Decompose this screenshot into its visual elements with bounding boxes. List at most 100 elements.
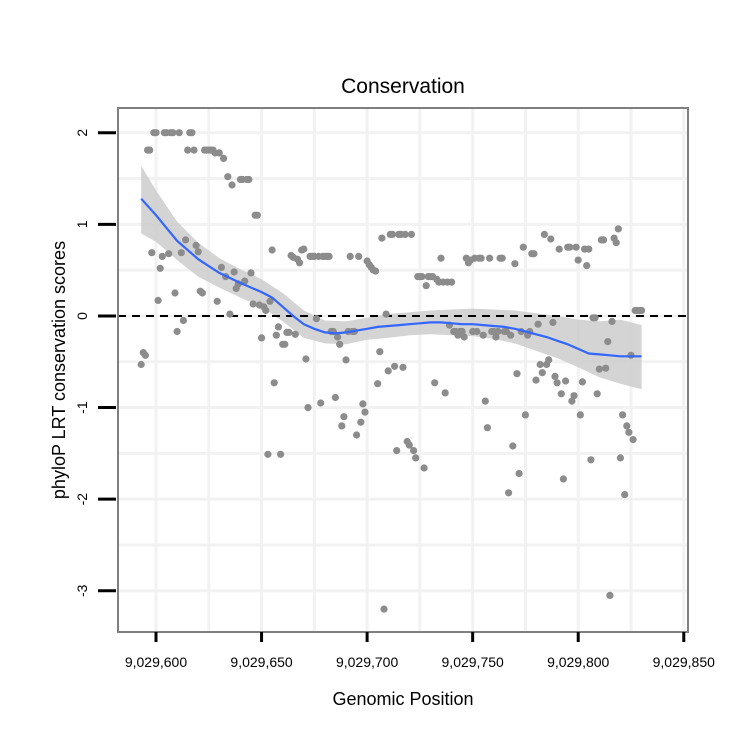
data-point bbox=[407, 230, 415, 238]
x-tick-label: 9,029,600 bbox=[125, 654, 187, 670]
data-point bbox=[591, 314, 599, 322]
data-point bbox=[194, 248, 202, 256]
data-point bbox=[604, 338, 612, 346]
y-axis: -3 -2 -1 0 1 2 bbox=[74, 129, 116, 597]
data-point bbox=[154, 296, 162, 304]
data-point bbox=[152, 129, 160, 137]
y-tick-label: -1 bbox=[74, 401, 90, 414]
x-tick-label: 9,029,850 bbox=[653, 654, 715, 670]
data-point bbox=[410, 447, 418, 455]
x-tick-label: 9,029,650 bbox=[230, 654, 292, 670]
data-point bbox=[268, 246, 276, 254]
data-point bbox=[173, 327, 181, 336]
data-point bbox=[583, 262, 591, 270]
confidence-band bbox=[141, 165, 642, 390]
data-point bbox=[623, 422, 631, 430]
data-point bbox=[165, 250, 173, 258]
data-point bbox=[431, 379, 439, 387]
data-point bbox=[331, 393, 339, 402]
data-point bbox=[486, 254, 494, 262]
data-point bbox=[346, 252, 354, 260]
data-point bbox=[519, 243, 527, 251]
data-point bbox=[245, 175, 253, 184]
data-point bbox=[602, 364, 610, 372]
data-point bbox=[505, 489, 513, 497]
data-point bbox=[587, 456, 595, 464]
data-point bbox=[545, 356, 553, 364]
x-axis: 9,029,600 9,029,650 9,029,700 9,029,750 9,02… bbox=[125, 632, 715, 670]
data-point bbox=[606, 591, 614, 600]
y-tick-label: 0 bbox=[74, 312, 90, 320]
data-point bbox=[215, 149, 223, 157]
data-point bbox=[600, 236, 608, 244]
data-point bbox=[555, 245, 563, 253]
data-point bbox=[285, 328, 293, 336]
data-point bbox=[593, 390, 601, 398]
data-point bbox=[574, 256, 582, 264]
data-point bbox=[272, 331, 280, 339]
data-point bbox=[372, 267, 380, 275]
data-point bbox=[228, 181, 236, 189]
data-point bbox=[302, 355, 310, 363]
data-point bbox=[540, 230, 549, 238]
data-point bbox=[559, 475, 568, 483]
data-point bbox=[378, 234, 386, 242]
data-point bbox=[312, 315, 320, 323]
data-point bbox=[612, 239, 620, 247]
data-point bbox=[340, 413, 348, 421]
data-point bbox=[274, 323, 282, 331]
data-point bbox=[304, 404, 312, 412]
data-point bbox=[638, 306, 646, 315]
data-point bbox=[262, 306, 270, 315]
data-point bbox=[224, 173, 232, 181]
data-point bbox=[382, 310, 390, 318]
data-point bbox=[198, 289, 206, 297]
data-point bbox=[325, 252, 333, 260]
data-point bbox=[291, 330, 299, 338]
data-point bbox=[515, 469, 523, 478]
data-point bbox=[530, 250, 538, 258]
x-tick-label: 9,029,800 bbox=[547, 654, 609, 670]
data-point bbox=[336, 340, 344, 348]
data-point bbox=[509, 442, 517, 450]
data-point bbox=[342, 356, 350, 364]
data-point bbox=[532, 376, 540, 384]
data-point bbox=[357, 418, 365, 426]
data-point bbox=[534, 320, 542, 328]
data-point bbox=[217, 263, 225, 271]
data-point bbox=[437, 254, 445, 262]
data-point bbox=[547, 235, 555, 243]
data-point bbox=[190, 146, 198, 154]
y-tick-label: -2 bbox=[74, 493, 90, 506]
data-point bbox=[353, 431, 361, 439]
data-point bbox=[384, 367, 392, 375]
data-point bbox=[258, 334, 266, 342]
data-point bbox=[376, 348, 384, 356]
y-tick-label: 1 bbox=[74, 220, 90, 228]
data-point bbox=[156, 264, 164, 272]
data-point bbox=[507, 331, 515, 339]
data-point bbox=[213, 297, 221, 305]
data-point bbox=[621, 491, 629, 499]
data-point bbox=[566, 243, 574, 251]
smooth-line bbox=[140, 197, 642, 358]
data-point bbox=[549, 318, 557, 326]
y-tick-label: -3 bbox=[74, 584, 90, 597]
data-point bbox=[422, 282, 430, 290]
data-point bbox=[481, 397, 489, 405]
data-point bbox=[184, 146, 192, 154]
data-point bbox=[629, 436, 637, 444]
data-point bbox=[460, 333, 468, 341]
data-point bbox=[557, 390, 565, 398]
chart-title: Conservation bbox=[341, 75, 465, 98]
data-point bbox=[177, 249, 185, 257]
data-point bbox=[568, 397, 576, 405]
data-point bbox=[137, 360, 145, 369]
data-point bbox=[277, 450, 285, 458]
data-point bbox=[374, 380, 382, 388]
data-point bbox=[249, 300, 257, 308]
data-point bbox=[171, 289, 179, 297]
data-point bbox=[513, 370, 521, 378]
data-point bbox=[477, 254, 485, 262]
